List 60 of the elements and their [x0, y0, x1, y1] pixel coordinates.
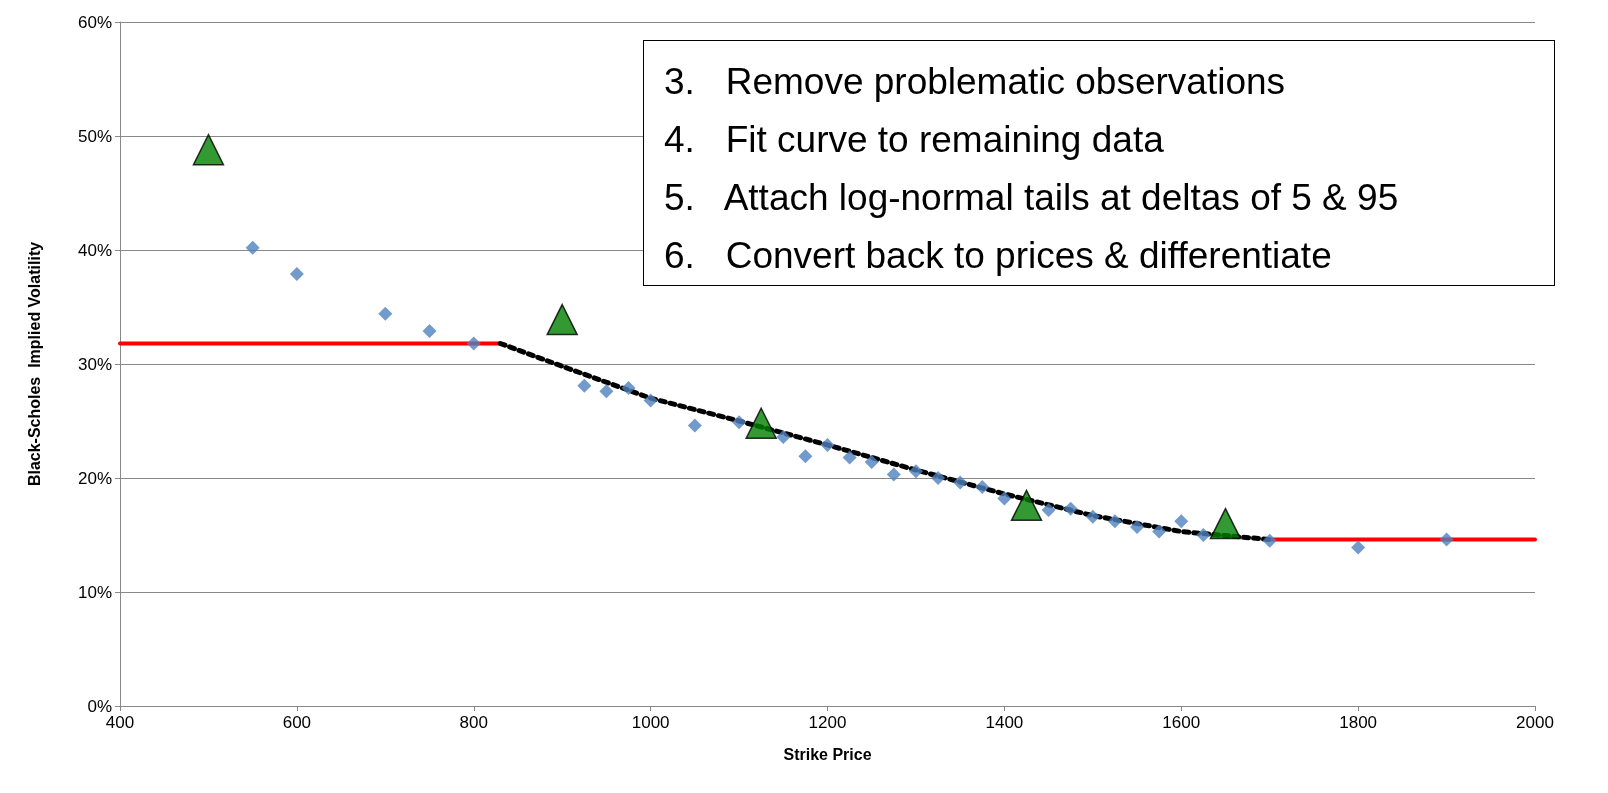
x-tick-label: 1200: [808, 713, 847, 732]
point: [1196, 528, 1211, 542]
y-axis-title: Black-Scholes Implied Volatility: [25, 241, 43, 487]
point: [422, 323, 437, 338]
annotation: 3. Remove problematic observations: [664, 60, 1287, 104]
point: [1262, 533, 1277, 548]
point: [466, 336, 481, 351]
point: [599, 384, 614, 399]
x-tick-label: 1400: [985, 713, 1024, 732]
point: [953, 475, 968, 490]
point: [643, 393, 658, 408]
annotation: 5. Attach log-normal tails at deltas of 5 & 95: [664, 176, 1400, 220]
y-tick-label: 20%: [77, 468, 112, 488]
point: [1209, 507, 1242, 540]
point: [1107, 514, 1122, 529]
point: [192, 133, 225, 166]
point: [745, 407, 777, 440]
point: [546, 303, 578, 336]
point: [687, 418, 702, 433]
point: [1174, 514, 1189, 529]
x-tick-label: 800: [459, 713, 488, 732]
point: [1010, 489, 1043, 522]
point: [776, 429, 791, 444]
point: [798, 449, 813, 464]
point: [1130, 520, 1145, 535]
y-tick-label: 10%: [77, 582, 112, 602]
x-tick-label: 1600: [1162, 713, 1201, 732]
y-tick-label: 0%: [87, 696, 112, 716]
x-axis-title: Strike Price: [783, 745, 872, 763]
annotation: 4. Fit curve to remaining data: [664, 118, 1165, 162]
point: [908, 464, 923, 479]
point: [1063, 501, 1078, 516]
point: [1439, 532, 1454, 547]
point: [1041, 502, 1056, 517]
point: [886, 467, 901, 482]
point: [621, 380, 636, 395]
x-tick-label: 400: [105, 713, 135, 732]
point: [975, 480, 990, 495]
point: [997, 491, 1012, 506]
x-tick-label: 1000: [631, 713, 670, 732]
point: [289, 266, 304, 281]
y-tick-label: 50%: [77, 126, 112, 146]
annotation: 6. Convert back to prices & differentiate: [664, 234, 1333, 278]
point: [864, 455, 879, 470]
y-tick-label: 40%: [77, 240, 112, 260]
point: [1152, 524, 1167, 539]
point: [577, 378, 592, 393]
point: [842, 450, 857, 465]
point: [245, 240, 260, 255]
y-tick-label: 60%: [77, 12, 112, 32]
point: [1351, 540, 1366, 555]
x-tick-label: 2000: [1516, 713, 1554, 732]
point: [820, 437, 835, 452]
point: [732, 415, 747, 430]
point: [378, 306, 393, 321]
x-tick-label: 600: [282, 713, 312, 732]
point: [931, 471, 946, 485]
x-tick-label: 1800: [1339, 713, 1378, 732]
point: [1085, 509, 1100, 524]
y-tick-label: 30%: [77, 354, 112, 374]
